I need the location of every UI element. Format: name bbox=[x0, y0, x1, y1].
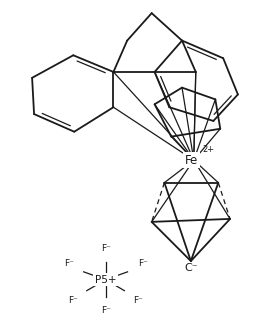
Text: 2+: 2+ bbox=[202, 145, 215, 154]
Text: F⁻: F⁻ bbox=[101, 244, 110, 253]
Text: F⁻: F⁻ bbox=[101, 306, 110, 315]
Text: C⁻: C⁻ bbox=[184, 263, 198, 273]
Text: F⁻: F⁻ bbox=[138, 259, 147, 268]
Text: F⁻: F⁻ bbox=[68, 296, 78, 305]
Text: F⁻: F⁻ bbox=[133, 296, 143, 305]
Text: F⁻: F⁻ bbox=[64, 259, 73, 268]
Text: Fe: Fe bbox=[185, 154, 198, 167]
Text: P5+: P5+ bbox=[95, 275, 116, 285]
